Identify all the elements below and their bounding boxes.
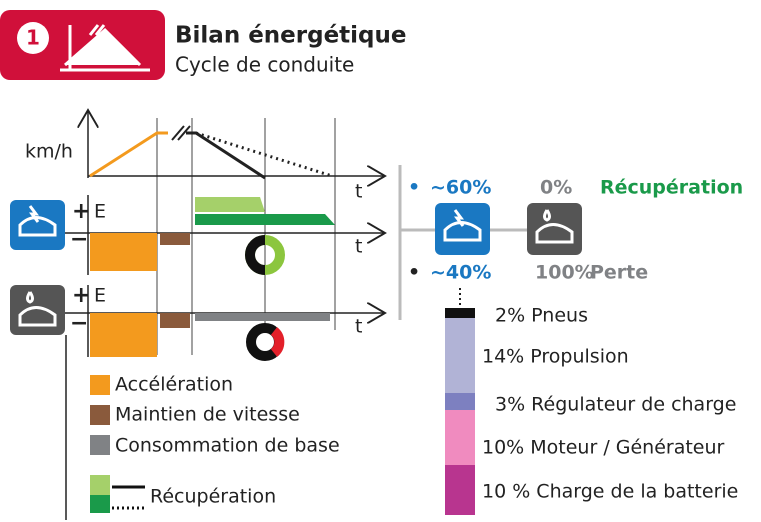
thermal-icon bbox=[527, 203, 582, 255]
segment-label: 10 % Charge de la batterie bbox=[482, 481, 738, 503]
coasting-line bbox=[195, 131, 333, 178]
acceleration-block bbox=[90, 233, 157, 271]
y-label: E bbox=[94, 285, 106, 307]
electric-share: ~60% bbox=[430, 177, 491, 199]
badge-circle bbox=[17, 22, 49, 54]
cruise-block bbox=[160, 313, 190, 328]
segment bbox=[445, 308, 475, 318]
speed-chart: km/h t bbox=[25, 110, 385, 203]
thermal-loss: 100% bbox=[535, 262, 594, 284]
bullet: • bbox=[408, 262, 420, 284]
segment-label: 10% Moteur / Générateur bbox=[482, 437, 725, 459]
segment bbox=[445, 410, 475, 465]
legend-label: Récupération bbox=[150, 486, 276, 508]
legend: Accélération Maintien de vitesse Consomm… bbox=[90, 374, 340, 513]
segment-label: 3% Régulateur de charge bbox=[495, 394, 736, 416]
legend-swatch bbox=[90, 375, 110, 395]
base-block bbox=[195, 313, 330, 321]
electric-icon bbox=[435, 203, 490, 255]
segment bbox=[445, 318, 475, 393]
braking-line bbox=[186, 131, 266, 180]
car-glyph bbox=[535, 209, 574, 244]
header: 1 Bilan énergétique Cycle de conduite bbox=[0, 10, 407, 80]
badge-number: 1 bbox=[26, 26, 40, 50]
wheel bbox=[270, 327, 285, 357]
car-glyph bbox=[18, 205, 57, 237]
acceleration-block bbox=[90, 313, 157, 357]
minus: − bbox=[70, 227, 88, 252]
legend-label: Maintien de vitesse bbox=[115, 404, 300, 426]
x-label: t bbox=[355, 316, 362, 338]
electric-icon bbox=[10, 200, 65, 250]
electric-chart: + − E t bbox=[10, 195, 385, 275]
recovery-block bbox=[195, 197, 265, 212]
recovery-label: Récupération bbox=[600, 177, 743, 199]
x-label: t bbox=[355, 181, 362, 203]
segment bbox=[445, 393, 475, 410]
breakdown: 2% Pneus 14% Propulsion 3% Régulateur de… bbox=[445, 305, 738, 515]
legend-swatch bbox=[90, 495, 110, 513]
legend-swatch bbox=[90, 405, 110, 425]
legend-label: Consommation de base bbox=[115, 435, 340, 457]
legend-swatch bbox=[90, 475, 110, 495]
loss-label: Perte bbox=[590, 262, 648, 284]
title: Bilan énergétique bbox=[175, 23, 407, 49]
wheel bbox=[245, 235, 266, 275]
minus: − bbox=[70, 311, 88, 336]
acceleration-line bbox=[89, 131, 168, 178]
break-mark bbox=[171, 125, 191, 141]
segment-label: 2% Pneus bbox=[495, 305, 588, 327]
segment-label: 14% Propulsion bbox=[482, 346, 629, 368]
legend-label: Accélération bbox=[115, 374, 233, 396]
badge-icon bbox=[60, 24, 150, 72]
car-glyph bbox=[18, 291, 57, 327]
y-label: km/h bbox=[25, 141, 73, 163]
legend-swatch bbox=[90, 435, 110, 455]
y-label: E bbox=[94, 201, 106, 223]
comparison: • ~60% 0% Récupération • ~40% 100% Perte bbox=[398, 165, 743, 320]
thermal-icon bbox=[10, 285, 65, 335]
bullet: • bbox=[408, 177, 420, 199]
plus: + bbox=[72, 283, 90, 308]
plus: + bbox=[72, 199, 90, 224]
cruise-block bbox=[160, 233, 190, 245]
thermal-chart: + − E t bbox=[10, 283, 385, 361]
electric-loss: ~40% bbox=[430, 262, 491, 284]
recovery-block bbox=[195, 214, 335, 225]
subtitle: Cycle de conduite bbox=[175, 53, 354, 77]
car-glyph bbox=[443, 209, 482, 242]
segment bbox=[445, 465, 475, 515]
thermal-share: 0% bbox=[540, 177, 572, 199]
x-label: t bbox=[355, 236, 362, 258]
